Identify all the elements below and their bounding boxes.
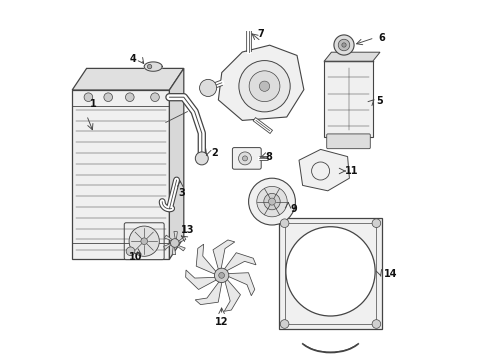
Circle shape <box>199 79 217 96</box>
Circle shape <box>215 268 229 283</box>
Circle shape <box>141 238 147 244</box>
Polygon shape <box>176 245 185 251</box>
Circle shape <box>239 60 290 112</box>
FancyBboxPatch shape <box>232 148 261 169</box>
FancyBboxPatch shape <box>327 134 370 149</box>
Bar <box>324 61 373 137</box>
Text: 8: 8 <box>265 152 272 162</box>
Text: 6: 6 <box>378 33 385 43</box>
Circle shape <box>126 247 135 256</box>
Circle shape <box>280 320 289 328</box>
Text: 2: 2 <box>211 148 218 158</box>
Text: 5: 5 <box>377 96 383 106</box>
Circle shape <box>125 93 134 102</box>
Circle shape <box>151 93 159 102</box>
Polygon shape <box>164 243 172 249</box>
Text: 4: 4 <box>130 54 137 64</box>
Polygon shape <box>144 62 162 71</box>
Polygon shape <box>72 68 184 90</box>
Circle shape <box>171 239 179 247</box>
Bar <box>279 218 382 329</box>
Circle shape <box>264 193 280 210</box>
Circle shape <box>342 43 346 47</box>
Polygon shape <box>172 246 176 255</box>
Text: 11: 11 <box>344 166 358 176</box>
Text: 1: 1 <box>91 99 97 109</box>
Circle shape <box>219 273 224 278</box>
Text: 13: 13 <box>181 225 194 235</box>
Text: 10: 10 <box>128 252 142 262</box>
Circle shape <box>269 198 275 205</box>
Polygon shape <box>72 90 170 259</box>
Polygon shape <box>224 278 241 311</box>
Circle shape <box>129 226 159 256</box>
Polygon shape <box>196 244 218 275</box>
Text: 12: 12 <box>215 317 228 327</box>
Circle shape <box>147 64 152 69</box>
Text: 14: 14 <box>384 269 397 279</box>
Polygon shape <box>223 253 256 272</box>
Circle shape <box>249 71 280 102</box>
Text: 7: 7 <box>258 29 265 39</box>
Polygon shape <box>213 240 235 272</box>
Circle shape <box>334 35 354 55</box>
Bar <box>285 223 376 324</box>
Text: 3: 3 <box>179 188 185 198</box>
Circle shape <box>259 81 270 91</box>
Polygon shape <box>324 52 380 61</box>
Circle shape <box>239 152 251 165</box>
Circle shape <box>280 219 289 228</box>
Circle shape <box>243 156 247 161</box>
Polygon shape <box>219 45 304 120</box>
Circle shape <box>196 152 208 165</box>
Polygon shape <box>225 273 255 296</box>
Polygon shape <box>299 149 349 191</box>
Circle shape <box>257 186 287 217</box>
Circle shape <box>338 39 350 51</box>
Polygon shape <box>170 68 184 259</box>
Circle shape <box>286 227 375 316</box>
Circle shape <box>372 219 381 228</box>
Polygon shape <box>174 231 177 240</box>
FancyBboxPatch shape <box>124 223 164 260</box>
Circle shape <box>372 320 381 328</box>
Circle shape <box>104 93 113 102</box>
Polygon shape <box>177 237 186 243</box>
Text: 9: 9 <box>290 204 297 214</box>
Polygon shape <box>164 235 173 241</box>
Polygon shape <box>186 270 219 289</box>
Circle shape <box>84 93 93 102</box>
Polygon shape <box>195 280 222 305</box>
Circle shape <box>248 178 295 225</box>
